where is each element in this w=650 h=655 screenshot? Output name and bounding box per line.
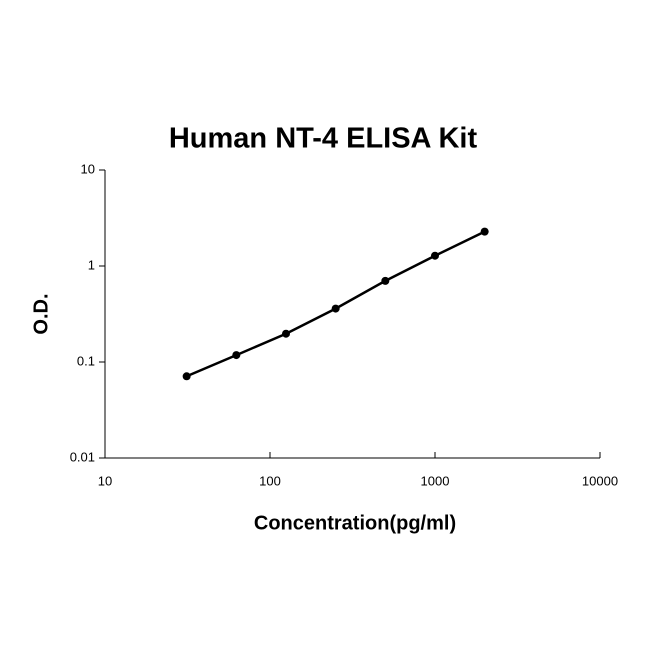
- data-point: [431, 251, 439, 260]
- y-axis-label: O.D.: [30, 293, 52, 334]
- y-tick-label: 1: [88, 257, 95, 272]
- data-point: [480, 227, 489, 236]
- x-tick-label: 1000: [421, 473, 450, 488]
- x-tick-label: 10: [98, 473, 112, 488]
- x-tick-label: 100: [259, 473, 281, 488]
- y-tick-label: 0.1: [77, 353, 95, 368]
- data-point: [182, 372, 191, 381]
- data-point: [232, 351, 241, 360]
- x-tick-label: 10000: [582, 473, 618, 488]
- y-tick-label: 0.01: [70, 449, 95, 464]
- data-point: [281, 329, 290, 338]
- y-tick-label: 10: [81, 161, 95, 176]
- data-line: [186, 230, 486, 378]
- chart-title: Human NT-4 ELISA Kit: [169, 123, 478, 155]
- data-point: [331, 304, 340, 313]
- data-point: [381, 276, 390, 285]
- x-axis-label: Concentration(pg/ml): [254, 512, 456, 534]
